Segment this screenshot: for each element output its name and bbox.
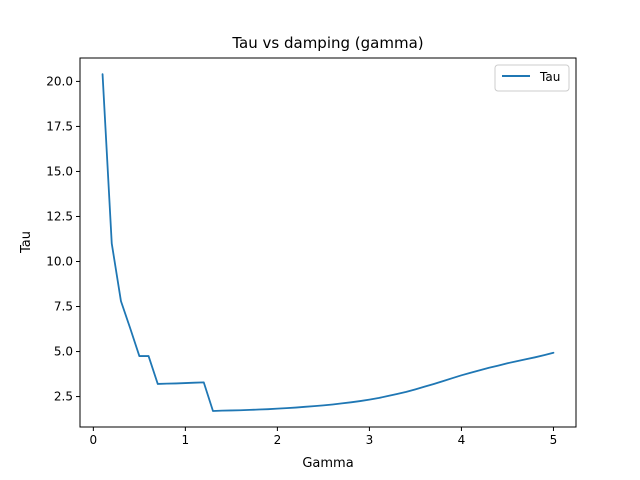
- y-tick-label: 5.0: [54, 345, 73, 359]
- y-tick-label: 2.5: [54, 390, 73, 404]
- x-tick-label: 4: [458, 433, 466, 447]
- x-tick-label: 2: [274, 433, 282, 447]
- x-tick-label: 1: [182, 433, 190, 447]
- legend-label: Tau: [539, 70, 560, 84]
- y-tick-label: 17.5: [46, 119, 73, 133]
- y-axis-label: Tau: [19, 231, 34, 254]
- y-tick-label: 15.0: [46, 164, 73, 178]
- axes-frame: [79, 57, 577, 428]
- series-line-tau: [101, 73, 555, 412]
- x-tick-label: 0: [90, 433, 98, 447]
- x-axis-label: Gamma: [302, 456, 353, 471]
- y-tick-label: 12.5: [46, 209, 73, 223]
- y-tick-label: 7.5: [54, 300, 73, 314]
- x-tick-label: 3: [366, 433, 374, 447]
- legend: Tau: [494, 64, 570, 92]
- x-tick-label: 5: [550, 433, 558, 447]
- y-tick-label: 20.0: [46, 74, 73, 88]
- chart-title: Tau vs damping (gamma): [231, 34, 423, 52]
- y-tick-label: 10.0: [46, 254, 73, 268]
- plot-area: 0 1 2 3 4 5 2.5 5.0 7.5 10.0 12.5 15.0 17.5 20.0: [46, 57, 577, 447]
- legend-box: [494, 64, 570, 92]
